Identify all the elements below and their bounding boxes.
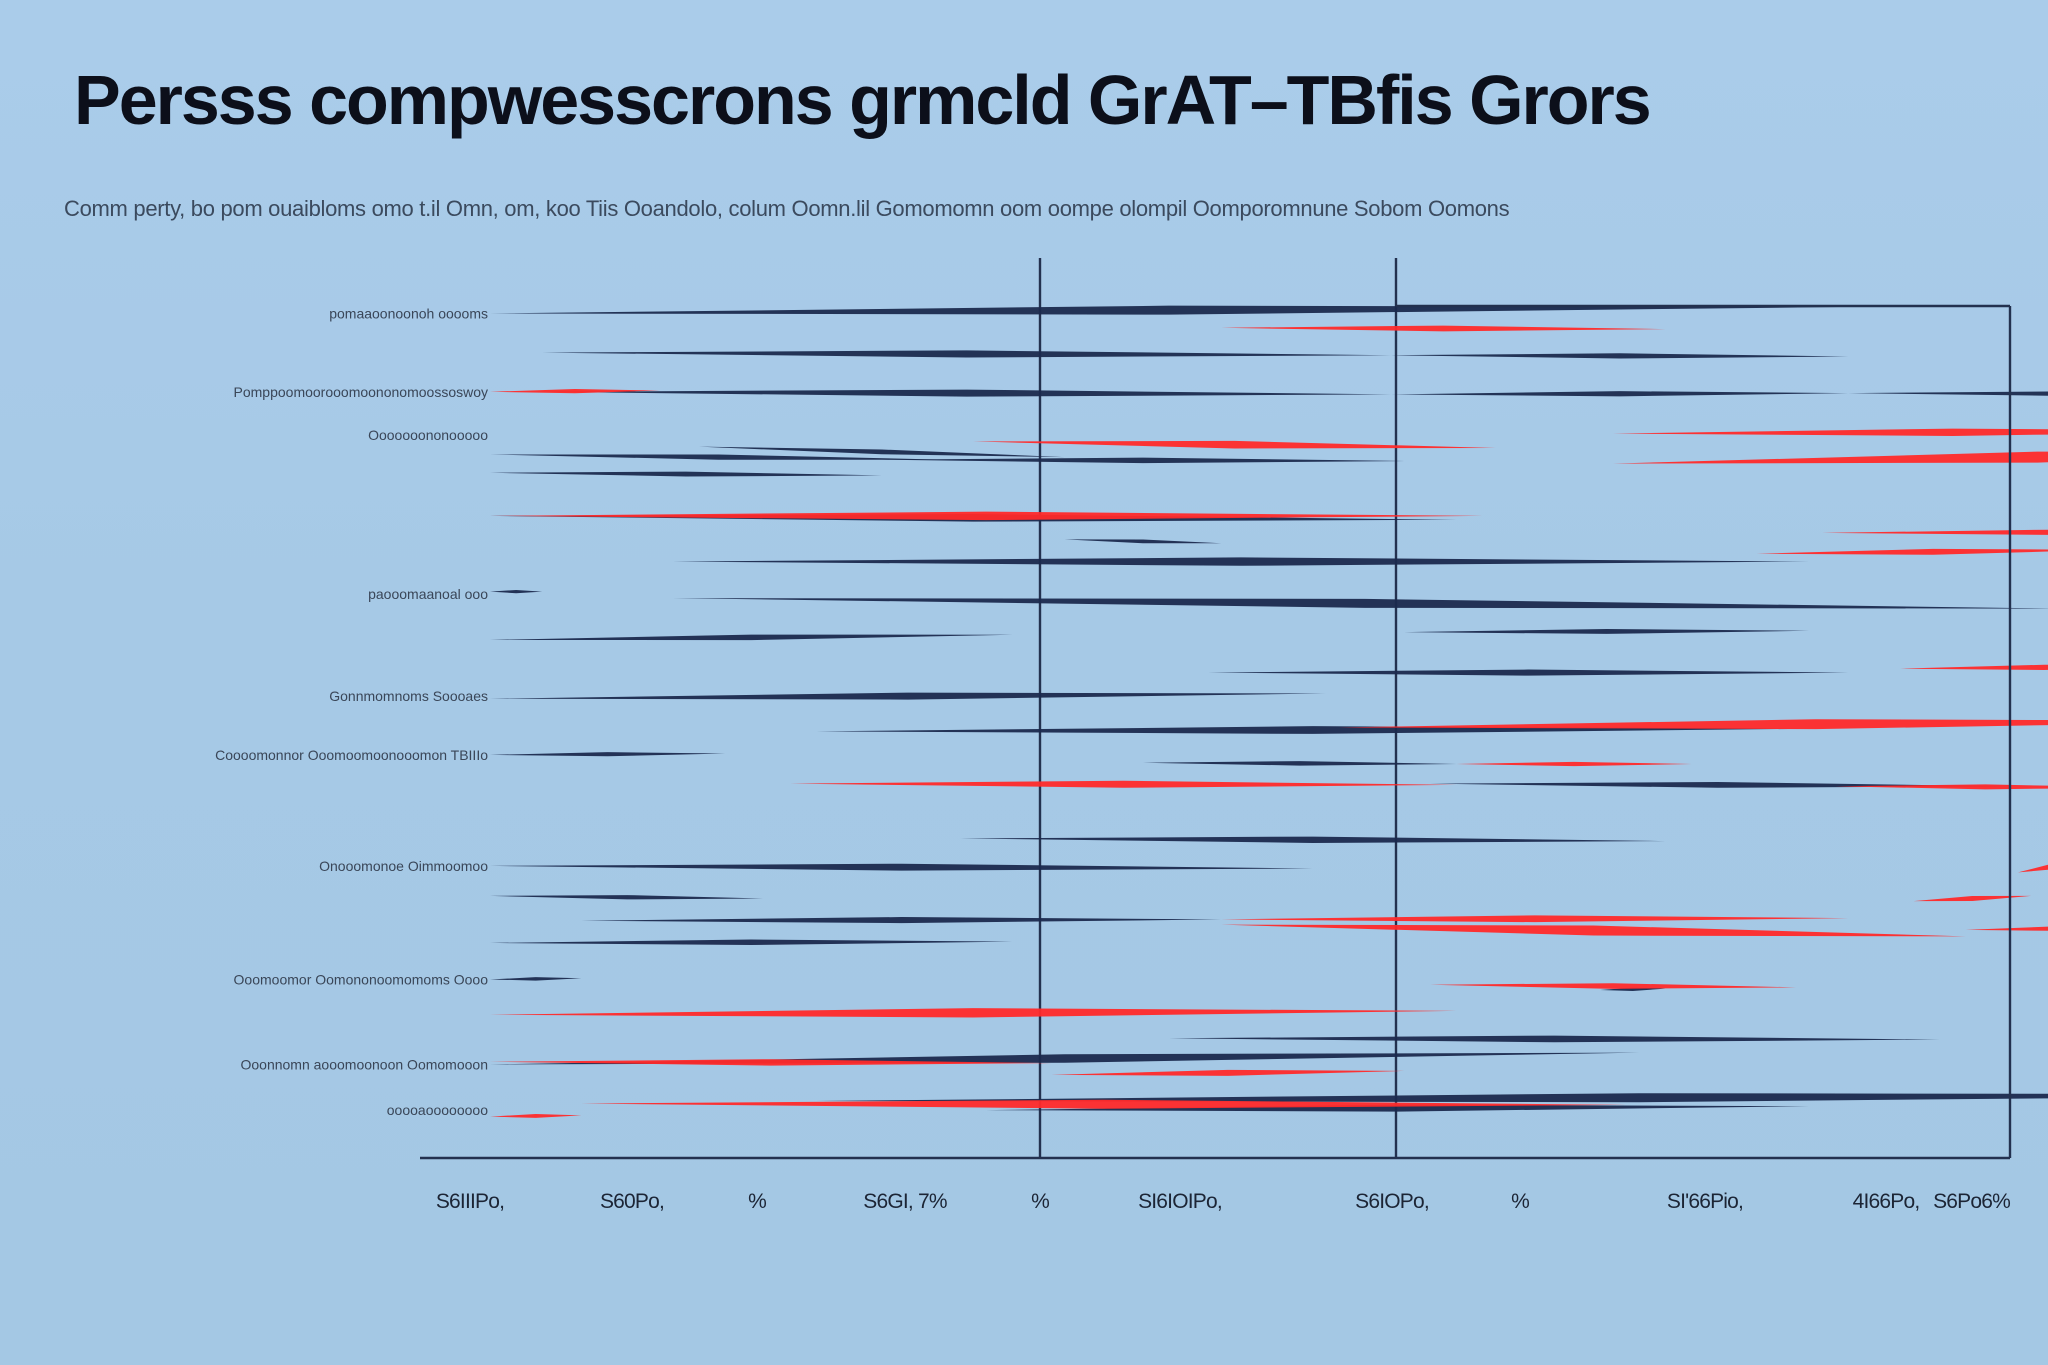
red-bar-mark (490, 389, 660, 394)
red-bar-mark (1338, 719, 2048, 730)
category-label: paooomaanoal ooo (368, 586, 488, 602)
axes (420, 304, 2012, 1160)
red-bar-mark (1756, 548, 2048, 555)
x-tick-label: SI'66Pio, (1667, 1190, 1743, 1213)
navy-bar-mark (490, 471, 882, 477)
chart-title: Persss compwesscrons grmcld GrAT–TBfis G… (74, 61, 1652, 139)
x-tick-label: 4I66Po, (1853, 1190, 1920, 1213)
x-tick-label: S60Po, (600, 1190, 664, 1213)
category-label: Ooonnomn aooomoonoon Oomomooon (240, 1056, 488, 1072)
red-bar-mark (1456, 761, 1692, 767)
red-bar-mark (1822, 529, 2048, 535)
red-bar-mark (1221, 915, 1849, 923)
red-bar-mark (490, 511, 1483, 521)
red-bar-mark (1613, 428, 2048, 436)
navy-bar-mark (490, 305, 1849, 315)
navy-bar-mark (1848, 391, 2048, 396)
category-labels: pomaaoonoonoh ooooms Pomppoomoorooomoonon… (215, 305, 488, 1118)
x-tick-label: S6IOPo, (1355, 1190, 1429, 1213)
navy-bar-mark (1208, 669, 1849, 676)
red-bar-mark (1221, 924, 1966, 937)
category-label: ooooaoooooooo (387, 1102, 488, 1118)
navy-bar-mark (881, 457, 1405, 464)
navy-bar-mark (1404, 628, 1810, 634)
navy-bar-mark (490, 692, 1326, 700)
category-label: Ooomoomor Oomononoomomoms Oooo (234, 972, 489, 988)
red-bar-mark (2018, 864, 2048, 873)
red-bar-mark (1965, 926, 2048, 931)
red-bar-mark (490, 1008, 1457, 1018)
navy-bar-mark (986, 1104, 1810, 1112)
red-bar-mark (1613, 451, 2048, 464)
navy-bar-mark (490, 863, 1313, 871)
red-bar-mark (1900, 664, 2048, 670)
red-bar-mark (1835, 784, 2048, 790)
category-label: Pomppoomoorooomoononomoossoswoy (234, 384, 488, 400)
x-tick-label: S6Po6% (1933, 1190, 2010, 1213)
x-tick-label: % (1031, 1190, 1049, 1213)
x-tick-labels: S6IIIPo, S60Po,% S6GI, 7%% SI6IOIPo, S6IOPo,… (436, 1190, 2011, 1213)
red-bar-mark (490, 1059, 1052, 1066)
navy-series (490, 305, 2048, 1112)
red-bar-mark (1430, 983, 1796, 989)
navy-bar-mark (672, 557, 1810, 566)
category-label: Coooomonnor Ooomoomoonooomon TBIIIo (215, 747, 488, 763)
x-tick-label: SI6IOIPo, (1138, 1190, 1222, 1213)
category-label: Onooomonoe Oimmoomoo (319, 858, 488, 874)
red-bar-mark (1913, 895, 2032, 902)
gridlines (1038, 258, 1398, 1158)
category-label: pomaaoonoonoh ooooms (329, 305, 488, 321)
navy-bar-mark (490, 752, 726, 757)
x-tick-label: S6IIIPo, (436, 1190, 504, 1213)
navy-bar-mark (1064, 539, 1222, 544)
navy-bar-mark (490, 589, 543, 594)
navy-bar-mark (1391, 353, 1849, 359)
x-tick-label: % (748, 1190, 766, 1213)
category-label: Ooooooononooooo (368, 427, 488, 443)
red-bar-mark (790, 780, 1457, 788)
navy-bar-mark (542, 389, 1392, 397)
category-label: Gonnmomnoms Soooaes (329, 688, 488, 704)
x-tick-label: % (1511, 1190, 1529, 1213)
navy-bar-mark (1169, 1035, 1940, 1043)
navy-bar-mark (1143, 761, 1457, 766)
red-series (490, 325, 2048, 1118)
navy-bar-mark (960, 836, 1666, 843)
navy-bar-mark (490, 634, 1013, 641)
red-bar-mark (581, 1099, 1627, 1109)
chart-subtitle: Comm perty, bo pom ouaibloms omo t.il Om… (64, 196, 1510, 221)
red-bar-mark (1051, 1069, 1405, 1076)
red-bar-mark (973, 440, 1496, 449)
x-tick-label: S6GI, 7% (863, 1190, 947, 1213)
navy-bar-mark (698, 446, 1065, 458)
navy-bar-mark (490, 977, 582, 981)
navy-bar-mark (672, 598, 2048, 609)
navy-bar-mark (490, 895, 765, 900)
red-bar-mark (1221, 325, 1666, 332)
navy-bar-mark (581, 917, 1222, 924)
navy-bar-mark (490, 454, 948, 460)
navy-bar-mark (490, 939, 1013, 946)
navy-bar-mark (1391, 391, 1849, 397)
navy-bar-mark (542, 350, 1392, 358)
red-bar-mark (490, 1114, 582, 1118)
